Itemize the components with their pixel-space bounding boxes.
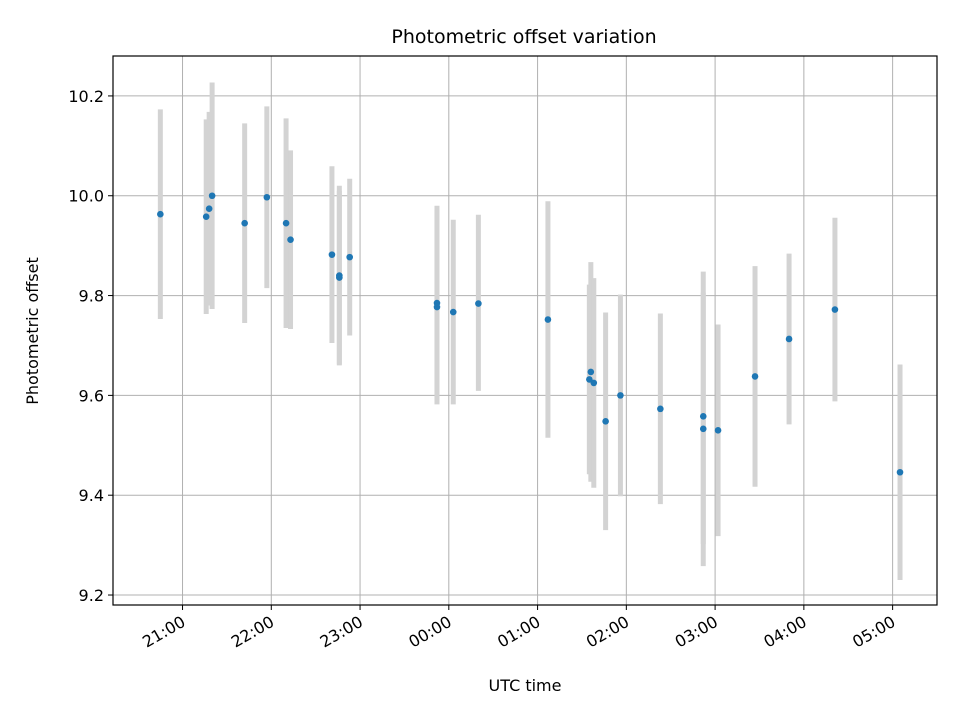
y-tick-label: 9.8: [79, 287, 104, 306]
data-point: [714, 427, 722, 434]
data-point: [336, 274, 343, 281]
data-point: [785, 335, 793, 343]
grid: [113, 56, 937, 605]
y-tick-label: 10.2: [68, 87, 104, 106]
data-point: [346, 253, 353, 261]
data-point: [699, 425, 707, 433]
y-tick-label: 9.6: [79, 386, 104, 405]
data-point: [241, 219, 248, 227]
data-point: [433, 303, 441, 311]
data-point: [287, 236, 294, 243]
data-points: [157, 192, 904, 476]
chart-title: Photometric offset variation: [391, 26, 656, 48]
data-point: [586, 376, 593, 383]
data-point: [657, 405, 664, 413]
data-point: [449, 308, 457, 316]
data-point: [282, 219, 290, 227]
data-point: [475, 300, 482, 307]
data-point: [590, 379, 598, 387]
x-axis-title: UTC time: [489, 676, 562, 695]
data-point: [602, 418, 609, 425]
data-point: [263, 193, 271, 201]
y-tick-label: 9.2: [79, 586, 104, 605]
y-axis-title: Photometric offset: [23, 257, 42, 405]
data-point: [544, 316, 552, 323]
data-point: [157, 210, 164, 218]
data-point: [328, 251, 336, 258]
y-tick-label: 9.4: [79, 486, 104, 505]
data-point: [587, 368, 595, 376]
plot-frame: [112, 55, 938, 606]
y-axis: 9.2 9.4 9.6 9.8 10.0 10.2: [68, 87, 113, 605]
data-point: [751, 373, 759, 380]
data-point: [896, 468, 904, 476]
data-point: [208, 192, 216, 200]
data-point: [202, 213, 210, 221]
data-point: [699, 413, 707, 420]
data-point: [205, 205, 213, 213]
y-tick-label: 10.0: [68, 187, 104, 206]
data-point: [617, 392, 624, 399]
data-point: [831, 306, 839, 313]
